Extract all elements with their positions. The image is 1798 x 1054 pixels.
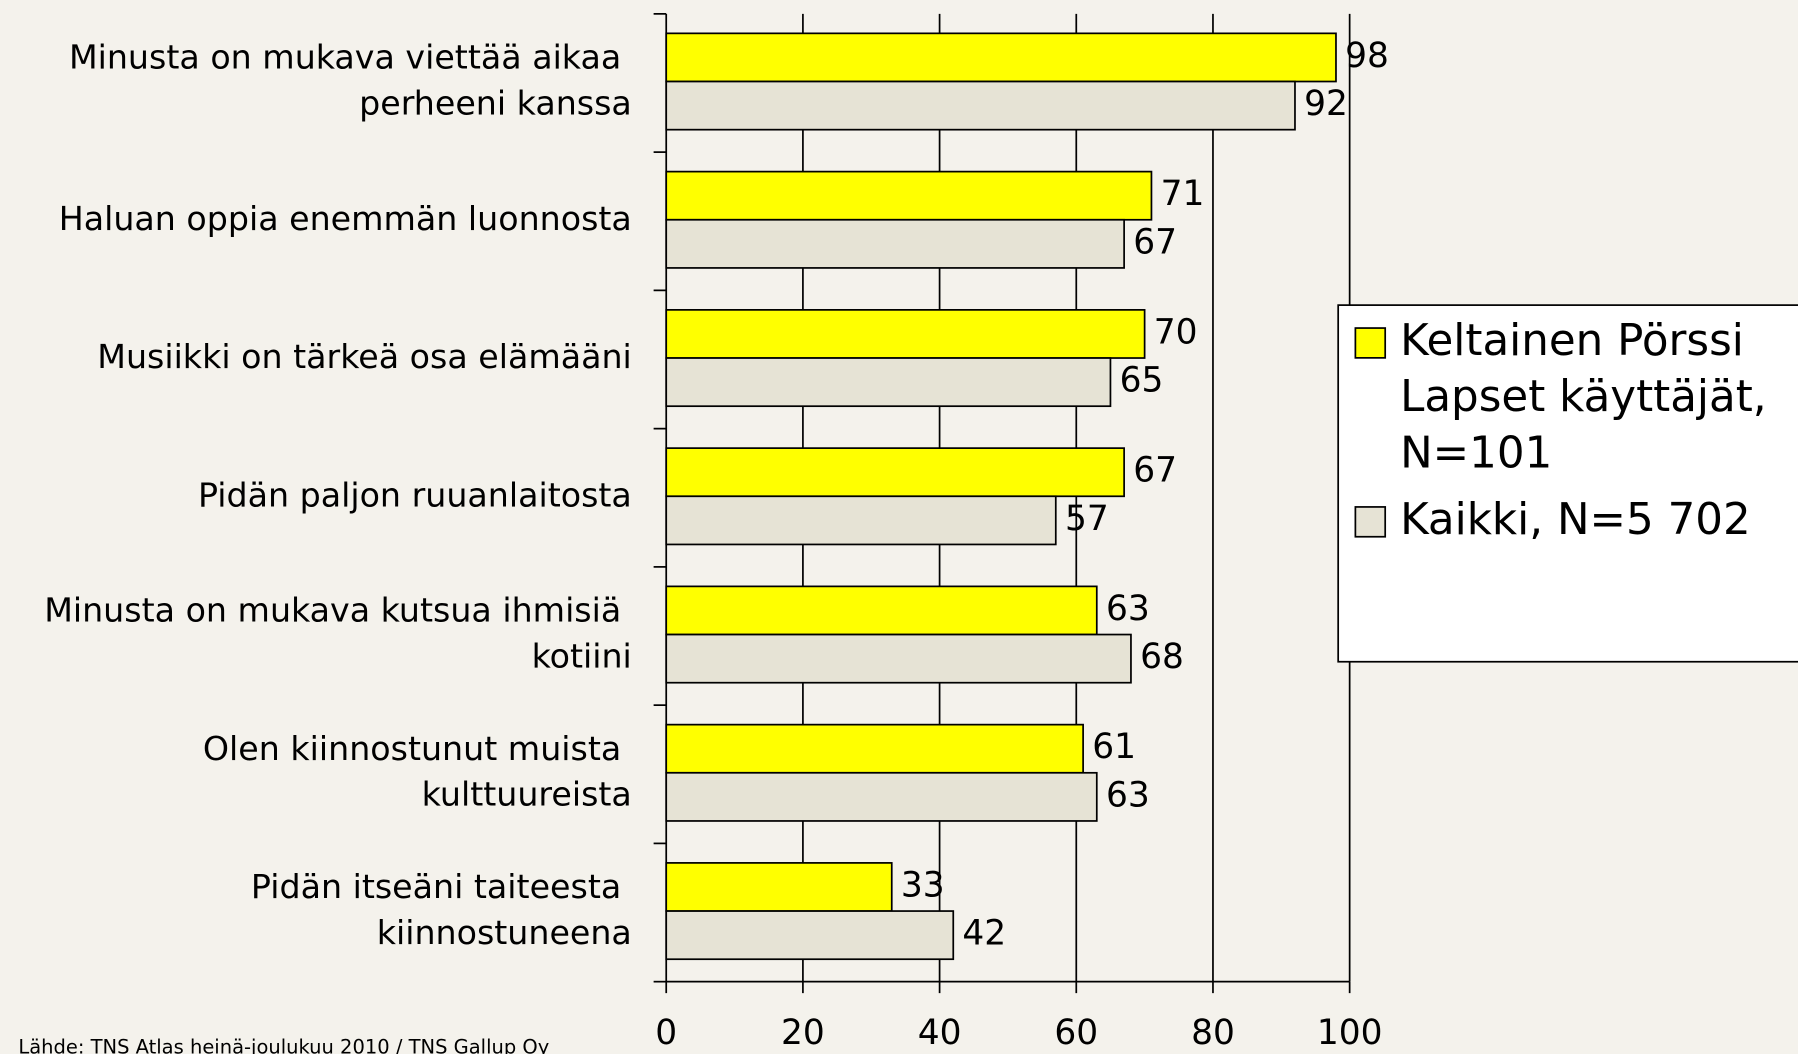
x-tick-label: 80 bbox=[1191, 1013, 1235, 1053]
x-tick-label: 40 bbox=[918, 1013, 962, 1053]
y-tick-label: Minusta on mukava kutsua ihmisiä kotiini bbox=[44, 590, 632, 675]
legend-label: Kaikki, N=5 702 bbox=[1400, 495, 1751, 545]
data-label: 61 bbox=[1092, 727, 1136, 767]
bar bbox=[665, 357, 1112, 408]
bar bbox=[665, 447, 1125, 498]
data-label: 63 bbox=[1106, 589, 1150, 629]
bar bbox=[665, 218, 1125, 269]
data-label: 70 bbox=[1154, 312, 1198, 352]
bar bbox=[665, 585, 1098, 636]
y-tick-label: Pidän itseäni taiteesta kiinnostuneena bbox=[251, 867, 632, 952]
data-label: 92 bbox=[1304, 84, 1348, 124]
x-tick-label: 100 bbox=[1317, 1013, 1383, 1053]
bar bbox=[665, 910, 955, 961]
x-tick-label: 0 bbox=[655, 1013, 677, 1053]
data-label: 42 bbox=[962, 914, 1006, 954]
data-label: 65 bbox=[1120, 361, 1164, 401]
bar bbox=[665, 495, 1057, 546]
data-label: 63 bbox=[1106, 775, 1150, 815]
legend-label: Keltainen Pörssi Lapset käyttäjät, N=101 bbox=[1400, 316, 1780, 478]
x-tick-label: 20 bbox=[781, 1013, 825, 1053]
y-tick-label: Minusta on mukava viettää aikaa perheeni… bbox=[69, 37, 632, 122]
x-tick-label: 60 bbox=[1054, 1013, 1098, 1053]
bar bbox=[665, 723, 1084, 774]
bar bbox=[665, 309, 1146, 359]
y-tick-label: Pidän paljon ruuanlaitosta bbox=[198, 475, 632, 514]
data-label: 98 bbox=[1345, 36, 1389, 76]
y-tick-label: Haluan oppia enemmän luonnosta bbox=[59, 198, 632, 237]
data-label: 68 bbox=[1140, 637, 1184, 677]
bar bbox=[665, 32, 1337, 83]
data-label: 67 bbox=[1133, 451, 1177, 491]
legend-box bbox=[1337, 304, 1798, 663]
legend: Keltainen Pörssi Lapset käyttäjät, N=101… bbox=[1337, 304, 1798, 663]
bar bbox=[665, 633, 1132, 684]
source-note: Lähde: TNS Atlas heinä-joulukuu 2010 / T… bbox=[18, 1036, 549, 1054]
bar bbox=[665, 862, 893, 912]
legend-swatch bbox=[1354, 506, 1387, 538]
data-label: 57 bbox=[1065, 499, 1109, 539]
y-tick-label: Olen kiinnostunut muista kulttuureista bbox=[203, 728, 632, 813]
bar bbox=[665, 170, 1153, 221]
data-label: 67 bbox=[1133, 222, 1177, 262]
bar bbox=[665, 771, 1098, 822]
data-label: 33 bbox=[901, 865, 945, 905]
bar bbox=[665, 80, 1296, 131]
data-label: 71 bbox=[1161, 174, 1205, 214]
y-tick-label: Musiikki on tärkeä osa elämääni bbox=[97, 337, 632, 376]
legend-swatch bbox=[1354, 327, 1387, 359]
